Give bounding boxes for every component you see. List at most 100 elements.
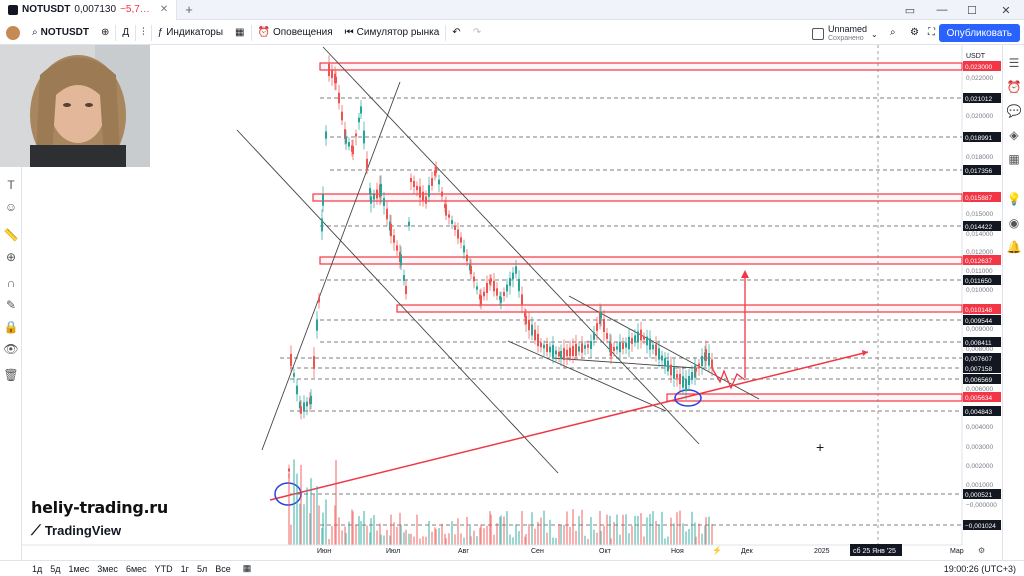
resistance-zone (396, 304, 963, 313)
range-button[interactable]: YTD (154, 563, 173, 574)
broadcast-icon[interactable]: ◉ (1008, 216, 1020, 230)
close-window-button[interactable]: ✕ (1001, 4, 1011, 17)
candle-body (506, 284, 508, 292)
minimize-button[interactable]: — (936, 4, 948, 16)
candle-body (493, 280, 495, 292)
volume-bar (463, 537, 465, 545)
volume-bar (512, 537, 514, 545)
layout-icon (812, 28, 824, 40)
tradingview-logo-text: TradingView (44, 523, 122, 538)
quick-search-button[interactable]: ⌕ (884, 21, 902, 45)
browser-tab[interactable]: NOTUSDT 0,007130 −5,7… ✕ (0, 0, 178, 20)
alerts-button[interactable]: ⏰ Оповещения (252, 21, 339, 45)
volume-bar (334, 505, 336, 545)
trend-line (261, 81, 401, 451)
price-label-bg (963, 221, 1001, 231)
webcam-overlay (0, 45, 150, 167)
range-button[interactable]: 1мес (68, 563, 90, 574)
volume-bar (335, 460, 337, 545)
watchlist-icon[interactable]: ☰ (1008, 56, 1020, 70)
ruler-icon[interactable]: 📏 (3, 228, 19, 242)
range-button[interactable]: Все (215, 563, 231, 574)
volume-bar (410, 533, 412, 545)
compare-button[interactable]: ⊕ (95, 21, 115, 45)
price-chart[interactable]: USDT0,0220000,0200000,0190000,0180000,01… (22, 45, 1002, 560)
volume-bar (344, 526, 346, 545)
templates-button[interactable]: ▦ (229, 21, 250, 45)
chart-type-button[interactable]: ⫶ (136, 21, 151, 45)
clock: 19:00:26 (UTC+3) (943, 563, 1016, 574)
volume-bar (534, 528, 536, 545)
layout-status: Сохранено (828, 35, 864, 42)
candle-body (352, 146, 354, 154)
fullscreen-button[interactable]: ⛶ (922, 21, 941, 45)
x-tick-label: Окт (599, 548, 612, 555)
settings-circle-icon: ⚙ (978, 546, 985, 555)
candle-body (637, 331, 639, 343)
divider (150, 24, 152, 41)
volume-bar (331, 526, 333, 545)
candle-body (503, 292, 505, 296)
candle-body (451, 220, 453, 224)
indicators-button[interactable]: ƒ Индикаторы (152, 21, 229, 45)
divider (135, 24, 137, 41)
volume-bar (679, 510, 681, 545)
tab-close-icon[interactable]: ✕ (159, 4, 169, 15)
layout-menu[interactable]: Unnamed Сохранено ⌄ (812, 25, 878, 43)
price-label-bg (963, 255, 1001, 265)
eye-icon[interactable]: 👁 (3, 342, 19, 356)
candle-body (396, 245, 398, 251)
ideas-icon[interactable]: 💡 (1006, 192, 1022, 206)
calendar-icon[interactable]: ▦ (1008, 152, 1020, 166)
alerts-label: Оповещения (272, 27, 333, 38)
candle-body (658, 348, 660, 360)
replay-button[interactable]: ⏮ Симулятор рынка (339, 21, 446, 45)
x-tick-label: Июн (317, 548, 331, 555)
calendar-range-icon[interactable]: ▦ (242, 563, 252, 573)
volume-bar (634, 515, 636, 545)
candle-body (552, 344, 554, 358)
text-tool-icon[interactable]: T (7, 178, 15, 192)
candle-body (486, 283, 488, 293)
volume-bar (566, 511, 568, 545)
volume-bar (646, 517, 648, 545)
streamer-image (0, 45, 150, 167)
range-button[interactable]: 5д (50, 563, 61, 574)
volume-bar (531, 512, 533, 545)
layout-icon[interactable]: ▭ (904, 4, 916, 17)
maximize-button[interactable]: ☐ (967, 4, 977, 17)
lock-icon[interactable]: 🔒 (3, 320, 19, 334)
volume-bar (616, 514, 618, 545)
avatar[interactable] (0, 21, 26, 45)
bell-icon[interactable]: 🔔 (1006, 240, 1022, 254)
range-button[interactable]: 6мес (125, 563, 147, 574)
candle-body (300, 406, 302, 414)
range-button[interactable]: 1г (180, 563, 189, 574)
publish-button[interactable]: Опубликовать (938, 24, 1020, 42)
volume-bar (338, 517, 340, 545)
new-tab-button[interactable]: + (185, 2, 193, 17)
range-button[interactable]: 5л (196, 563, 208, 574)
range-button[interactable]: 1д (32, 563, 43, 574)
volume-bar (303, 504, 305, 545)
price-label-bg (963, 61, 1001, 71)
zoom-in-icon[interactable]: ⊕ (5, 250, 17, 264)
range-button[interactable]: 3мес (97, 563, 118, 574)
resistance-zone (666, 393, 963, 402)
alarm-clock-icon[interactable]: ⏰ (1006, 80, 1022, 94)
volume-bar (609, 515, 611, 545)
volume-bar (661, 511, 663, 545)
interval-button[interactable]: Д (122, 27, 130, 38)
magnet-icon[interactable]: ∩ (6, 276, 16, 290)
candle-body (489, 279, 491, 285)
chat-icon[interactable]: 💬 (1006, 104, 1022, 118)
volume-bar (370, 518, 372, 545)
undo-button[interactable]: ↶ (446, 21, 466, 45)
layers-icon[interactable]: ◈ (1009, 128, 1019, 142)
settings-button[interactable]: ⚙ (904, 21, 925, 45)
pencil-lock-icon[interactable]: ✎ (5, 298, 17, 312)
smile-icon[interactable]: ☺ (4, 200, 18, 214)
symbol-search-button[interactable]: ⌕ NOTUSDT (26, 21, 95, 45)
redo-button[interactable]: ↷ (467, 21, 487, 45)
trash-icon[interactable]: 🗑 (3, 368, 19, 382)
